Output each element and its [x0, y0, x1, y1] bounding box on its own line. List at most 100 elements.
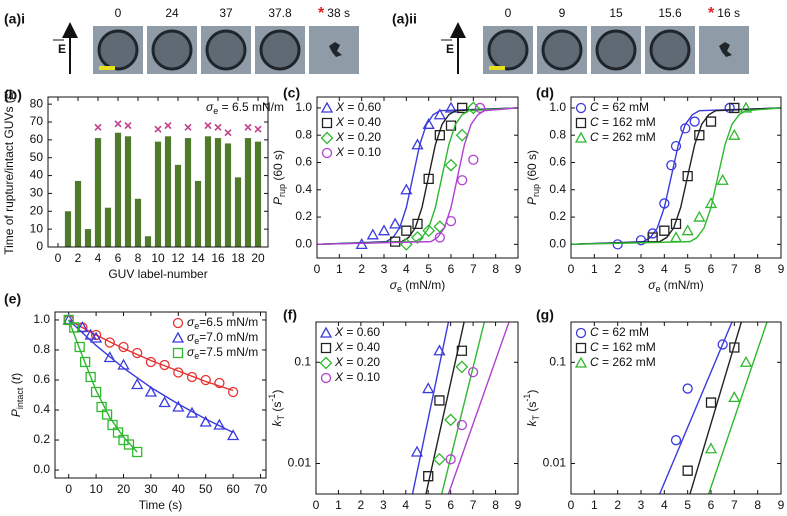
- data-point: [117, 358, 130, 370]
- legend-label-part: e: [194, 321, 199, 331]
- x-tick-label: 7: [470, 498, 477, 512]
- time-text: 15.6: [658, 6, 682, 20]
- data-point: [455, 128, 469, 142]
- data-point: [468, 154, 479, 165]
- data-point: [729, 342, 740, 353]
- y-axis-label-part: T: [276, 414, 286, 420]
- x-tick-label: 0: [55, 251, 62, 265]
- data-point: [444, 158, 458, 172]
- data-point: [456, 345, 468, 356]
- data-point: [401, 225, 412, 236]
- vesicle: [649, 29, 691, 71]
- legend-label: X = 0.20: [334, 355, 380, 369]
- y-tick-label: 0.6: [549, 155, 566, 169]
- bar: [164, 136, 172, 247]
- intact-marker: [214, 123, 222, 131]
- x-tick-label: 12: [171, 251, 185, 265]
- legend-label: X = 0.60: [335, 100, 381, 114]
- data-point: [455, 360, 469, 374]
- data-point: [729, 102, 740, 114]
- y-axis-label-part: -1: [267, 394, 277, 402]
- legend-label-part: =7.5 mN/m: [199, 345, 258, 359]
- data-point: [410, 445, 424, 457]
- x-tick-label: 9: [778, 498, 785, 512]
- x-axis-label-part: (mN/m): [660, 278, 703, 292]
- x-tick-label: 6: [447, 498, 454, 512]
- x-axis-label-part: (mN/m): [402, 278, 445, 292]
- data-point: [445, 120, 457, 131]
- legend-label-part: = 62 mM: [599, 325, 649, 339]
- y-axis-label-part: P: [525, 197, 539, 205]
- x-tick-label: 7: [731, 262, 738, 276]
- y-tick-label: 0.1: [294, 354, 311, 368]
- y-axis-label-part: (s: [525, 402, 539, 415]
- legend-marker: [172, 317, 184, 329]
- data-point: [76, 321, 89, 333]
- rupture-mark: *: [318, 5, 325, 22]
- x-tick-label: 1: [591, 262, 598, 276]
- plot-frame: [570, 96, 782, 259]
- data-point: [84, 328, 97, 340]
- legend-label-part: C: [590, 340, 599, 354]
- legend-label: C = 162 mM: [590, 340, 656, 354]
- x-tick-label: 2: [358, 498, 365, 512]
- legend-label-part: X: [334, 325, 344, 339]
- bar: [124, 136, 132, 247]
- time-label: * 16 s: [708, 5, 740, 22]
- x-tick-label: 3: [638, 262, 645, 276]
- intact-marker: [164, 122, 172, 130]
- data-point: [104, 337, 115, 348]
- legend-label: C = 62 mM: [590, 100, 649, 114]
- fit-line: [689, 322, 743, 494]
- intact-marker: [254, 125, 262, 133]
- panel-label: (b): [4, 87, 22, 103]
- data-point: [132, 347, 143, 359]
- y-tick-label: 40: [30, 168, 44, 182]
- time-text: 0: [115, 6, 122, 20]
- data-point: [716, 173, 729, 185]
- y-tick-label: 0.01: [543, 456, 567, 470]
- data-point: [445, 216, 457, 227]
- intact-marker: [94, 123, 102, 131]
- data-point: [670, 218, 682, 230]
- data-point: [612, 239, 623, 250]
- data-point: [434, 232, 445, 243]
- field-label: E: [58, 42, 66, 56]
- fit-line: [447, 322, 510, 494]
- legend-label-part: =7.0 mN/m: [199, 330, 258, 344]
- data-point: [199, 415, 212, 427]
- data-point: [466, 101, 480, 115]
- y-axis-label-part: k: [525, 419, 539, 426]
- x-tick-label: 70: [254, 482, 268, 496]
- legend-label: σe=7.0 mN/m: [187, 330, 258, 346]
- plot-area: [410, 322, 510, 494]
- data-point: [101, 409, 113, 420]
- legend-label-part: = 0.60: [343, 325, 380, 339]
- legend-marker: [574, 356, 588, 368]
- data-point: [433, 344, 446, 356]
- data-point: [433, 220, 447, 234]
- bar: [224, 143, 232, 247]
- x-axis-label-part: (mN/m): [401, 514, 444, 516]
- legend-label-part: = 0.60: [344, 100, 381, 114]
- data-point: [112, 427, 124, 438]
- y-tick-label: 20: [30, 203, 44, 217]
- bar: [194, 180, 202, 247]
- x-tick-label: 5: [425, 498, 432, 512]
- fit-line: [68, 319, 234, 392]
- x-tick-label: 7: [731, 498, 738, 512]
- y-tick-label: 0.0: [549, 237, 566, 251]
- data-point: [705, 397, 717, 408]
- legend-label-part: C: [590, 355, 599, 369]
- bar: [144, 236, 152, 247]
- ruptured-vesicle: [719, 42, 732, 57]
- x-tick-label: 3: [638, 498, 645, 512]
- x-axis-label-part: σ: [648, 278, 656, 292]
- x-tick-label: 4: [661, 262, 668, 276]
- x-tick-label: 8: [754, 498, 761, 512]
- legend-label-part: σ: [187, 345, 195, 359]
- data-point: [118, 434, 129, 446]
- legend-marker: [319, 326, 333, 338]
- x-tick-label: 2: [614, 498, 621, 512]
- time-label: 0: [505, 6, 512, 20]
